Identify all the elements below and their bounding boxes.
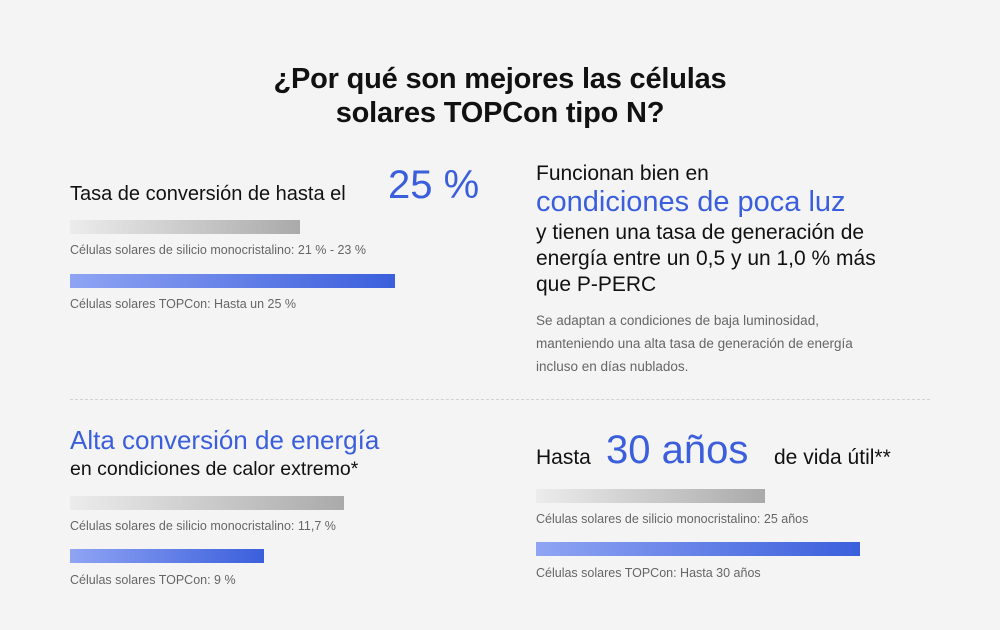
low-light-line-2: y tienen una tasa de generación de [536,221,865,244]
low-light-line-3: energía entre un 0,5 y un 1,0 % más [536,247,876,270]
heat-highlight-text: Alta conversión de energía [70,425,380,455]
conversion-bar-topcon-label: Células solares TOPCon: Hasta un 25 % [70,297,297,311]
lifetime-bar-mono [536,489,765,503]
section-divider [70,399,930,400]
low-light-line-1: Funcionan bien en [536,162,709,185]
heat-subtitle: en condiciones de calor extremo* [70,458,359,480]
lifetime-suffix: de vida útil** [774,446,891,469]
lifetime-bar-mono-label: Células solares de silicio monocristalin… [536,512,809,526]
page-title-line-1: ¿Por qué son mejores las células [273,63,727,95]
conversion-bar-mono-label: Células solares de silicio monocristalin… [70,243,366,257]
heat-bar-mono [70,496,344,510]
conversion-bar-mono [70,220,300,234]
conversion-label: Tasa de conversión de hasta el [70,183,346,205]
conversion-value: 25 % [388,163,480,207]
low-light-description: Se adaptan a condiciones de baja luminos… [536,313,853,374]
conversion-bar-topcon [70,274,395,288]
low-light-line-4: que P-PERC [536,273,657,296]
lifetime-bar-topcon-label: Células solares TOPCon: Hasta 30 años [536,566,761,580]
low-light-highlight: condiciones de poca luz [536,186,846,218]
page-title: ¿Por qué son mejores las células solares… [0,62,1000,130]
lifetime-value: 30 años [606,428,749,472]
lifetime-bar-topcon [536,542,860,556]
page-title-line-2: solares TOPCon tipo N? [335,97,665,129]
lifetime-prefix: Hasta [536,446,591,469]
heat-bar-topcon-label: Células solares TOPCon: 9 % [70,573,236,587]
heat-bar-mono-label: Células solares de silicio monocristalin… [70,519,336,533]
heat-bar-topcon [70,549,264,563]
heat-highlight: Alta conversión de energía [70,425,379,455]
